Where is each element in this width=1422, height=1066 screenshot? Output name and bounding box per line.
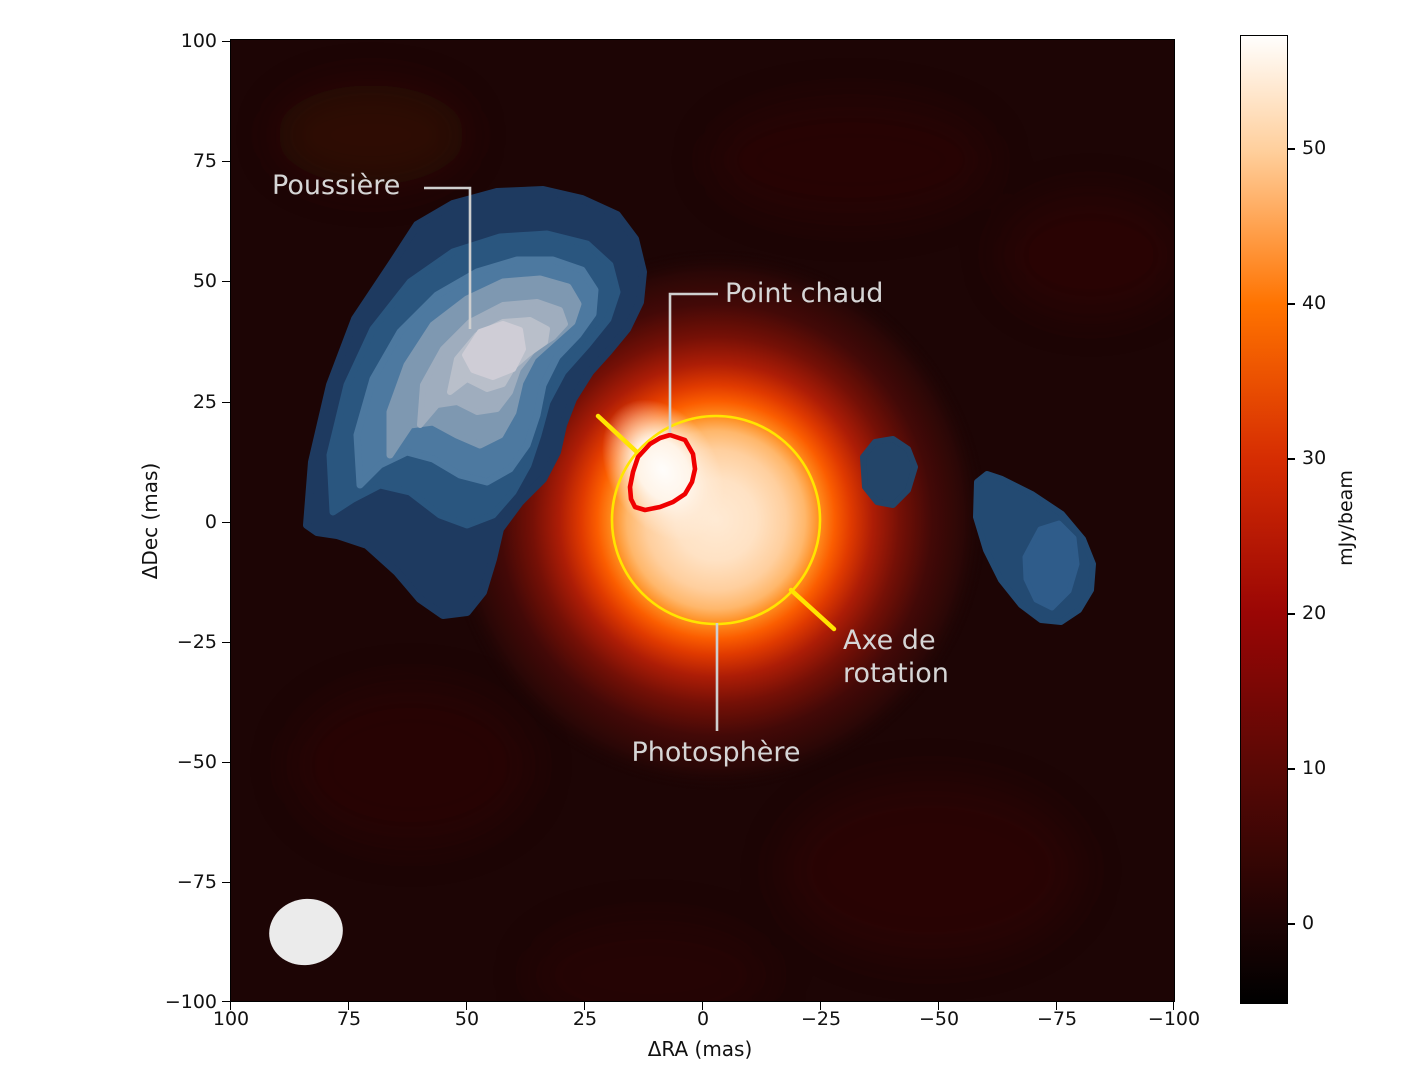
x-tick-label: 75 — [336, 1008, 362, 1030]
y-tick-label: −50 — [176, 751, 217, 773]
colorbar-tick-label: 50 — [1302, 137, 1327, 159]
background-noise — [276, 85, 1174, 1001]
dust-cloud-contours — [303, 186, 647, 619]
colorbar-tick-label: 30 — [1302, 447, 1327, 469]
x-tick-label: 0 — [696, 1008, 710, 1030]
map-canvas — [269, 85, 1174, 1001]
annotation-dust: Poussière — [272, 170, 401, 201]
x-tick-label: 50 — [454, 1008, 480, 1030]
colorbar-axis-label: mJy/beam — [1335, 470, 1357, 566]
x-tick — [820, 1002, 822, 1010]
y-tick-label: 25 — [192, 391, 217, 413]
y-tick — [222, 522, 230, 524]
y-tick — [222, 882, 230, 884]
colorbar-tick-label: 40 — [1302, 292, 1327, 314]
west-clumps — [860, 436, 1096, 625]
x-tick-label: −25 — [800, 1008, 842, 1030]
annotation-rotation-axis-line1: Axe de — [843, 625, 936, 656]
y-tick-label: −75 — [176, 871, 217, 893]
x-tick — [1173, 1002, 1175, 1010]
x-tick — [348, 1002, 350, 1010]
y-axis-label: ΔDec (mas) — [138, 462, 162, 580]
x-tick-label: 100 — [212, 1008, 250, 1030]
y-tick-label: 75 — [192, 150, 217, 172]
x-tick-label: −75 — [1036, 1008, 1078, 1030]
colorbar-tick — [1288, 613, 1295, 615]
annotation-rotation-axis: Axe de rotation — [843, 624, 949, 690]
y-tick-label: −25 — [176, 631, 217, 653]
hot-spot-contour — [627, 432, 698, 513]
x-tick-label: −50 — [918, 1008, 960, 1030]
x-tick — [1056, 1002, 1058, 1010]
y-tick-label: −100 — [164, 991, 217, 1013]
annotation-hot-spot: Point chaud — [725, 278, 884, 309]
rotation-axis-line — [595, 413, 837, 632]
colorbar-tick — [1288, 768, 1295, 770]
annotation-photosphere: Photosphère — [631, 737, 801, 768]
y-tick — [222, 281, 230, 283]
y-tick-label: 0 — [204, 511, 217, 533]
x-tick-label: 25 — [572, 1008, 598, 1030]
x-tick — [466, 1002, 468, 1010]
colorbar-tick-label: 10 — [1302, 757, 1327, 779]
y-tick — [222, 161, 230, 163]
colorbar-tick-label: 20 — [1302, 602, 1327, 624]
annotation-rotation-axis-line2: rotation — [843, 658, 949, 689]
beam-ellipse — [269, 898, 343, 966]
colorbar-tick — [1288, 458, 1295, 460]
colorbar-tick-label: 0 — [1302, 912, 1315, 934]
x-tick — [938, 1002, 940, 1010]
hotspot-leader-line — [668, 292, 718, 433]
leader-lines — [424, 186, 719, 731]
y-tick — [222, 762, 230, 764]
colorbar — [1240, 35, 1288, 1004]
x-tick — [230, 1002, 232, 1010]
plot-area — [230, 39, 1175, 1002]
colorbar-tick — [1288, 303, 1295, 305]
y-tick — [222, 41, 230, 43]
colorbar-tick — [1288, 148, 1295, 150]
y-tick-label: 100 — [180, 30, 217, 52]
dust-leader-line — [424, 186, 472, 329]
y-tick — [222, 1001, 230, 1003]
y-tick — [222, 402, 230, 404]
y-tick — [222, 642, 230, 644]
y-tick-label: 50 — [192, 270, 217, 292]
colorbar-tick — [1288, 923, 1295, 925]
x-axis-label: ΔRA (mas) — [647, 1037, 753, 1061]
x-tick — [584, 1002, 586, 1010]
x-tick — [702, 1002, 704, 1010]
x-tick-label: −100 — [1147, 1008, 1201, 1030]
